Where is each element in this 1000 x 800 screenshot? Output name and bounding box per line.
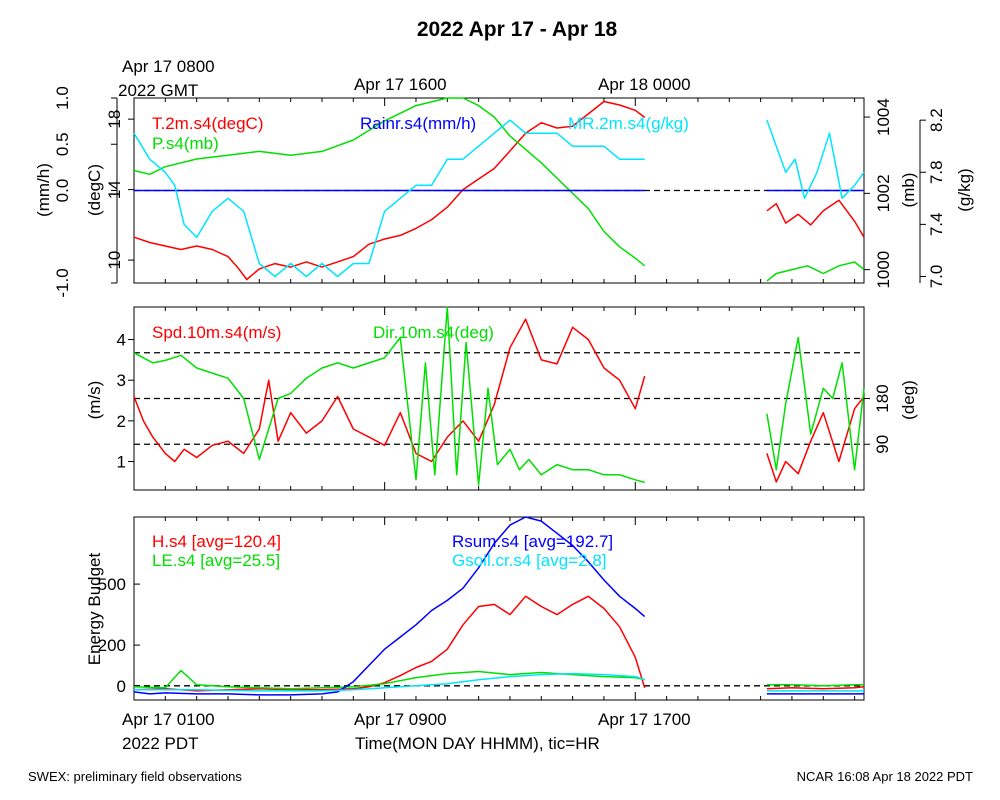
series-line-gsoil-cr-s4 [134, 672, 864, 692]
tick-label-mb-2: 1004 [874, 98, 893, 136]
legend-pressure: P.s4(mb) [152, 134, 219, 153]
tick-label-g-kg-3: 8.2 [927, 108, 946, 132]
series-line-t-2m-s4-degc [133, 100, 865, 281]
footer-right: NCAR 16:08 Apr 18 2022 PDT [797, 769, 973, 784]
tick-label-deg-0: 90 [873, 435, 892, 454]
tick-label-m-s-3: 4 [117, 331, 126, 350]
tick-label-energy-2: 500 [98, 575, 126, 594]
tick-label-m-s-2: 3 [117, 371, 126, 390]
tick-label-m-s-0: 1 [117, 453, 126, 472]
x-axis-title: Time(MON DAY HHMM), tic=HR [355, 734, 600, 753]
series-line-p-s4-mb [133, 97, 865, 282]
axis-title-degc: (degC) [85, 164, 104, 216]
top-axis-label-0800: Apr 17 0800 [122, 57, 215, 76]
axis-title-gkg: (g/kg) [955, 168, 974, 211]
bottom-axis-label-0900: Apr 17 0900 [354, 710, 447, 729]
bottom-axis-label-0100: Apr 17 0100 [122, 710, 215, 729]
bottom-panel-frame [133, 516, 865, 701]
top-axis-label-1600: Apr 17 1600 [354, 75, 447, 94]
series-line-rsum-s4 [133, 516, 864, 696]
tick-label-mm-h-0: -1.0 [53, 268, 72, 297]
axis-title-mb: (mb) [899, 173, 918, 208]
footer-left: SWEX: preliminary field observations [28, 769, 242, 784]
tick-label-mm-h-3: 1.0 [53, 86, 72, 110]
legend-mixing-ratio: MR.2m.s4(g/kg) [568, 114, 689, 133]
bottom-axis-label-1700: Apr 17 1700 [598, 710, 691, 729]
tick-label-mm-h-2: 0.5 [53, 132, 72, 156]
bottom-axis-sublabel: 2022 PDT [122, 734, 199, 753]
legend-soil-heat: Gsoil.cr.s4 [avg=2.8] [452, 551, 607, 570]
axis-title-ms: (m/s) [85, 381, 104, 420]
series-line-h-s4 [133, 595, 865, 692]
top-axis-label-0000: Apr 18 0000 [598, 75, 691, 94]
tick-label-degc-1: 14 [105, 180, 124, 199]
tick-label-deg-1: 180 [873, 384, 892, 412]
top-axis-sublabel: 2022 GMT [118, 81, 198, 100]
tick-label-degc-2: 18 [105, 110, 124, 129]
series-line-mr-2m-s4-g-kg [133, 119, 865, 278]
axis-title-mmh: (mm/h) [34, 163, 53, 217]
legend-latent-heat: LE.s4 [avg=25.5] [152, 551, 280, 570]
tick-label-mb-1: 1002 [874, 174, 893, 212]
legend-t2m: T.2m.s4(degC) [152, 114, 263, 133]
tick-label-energy-0: 0 [117, 677, 126, 696]
legend-wind-dir: Dir.10m.s4(deg) [373, 323, 494, 342]
tick-label-m-s-1: 2 [117, 412, 126, 431]
tick-label-mm-h-1: 0.0 [53, 179, 72, 203]
chart-title: 2022 Apr 17 - Apr 18 [417, 18, 618, 41]
axis-title-deg: (deg) [899, 380, 918, 420]
legend-sensible-heat: H.s4 [avg=120.4] [152, 532, 281, 551]
axis-title-energy: Energy Budget [85, 552, 104, 665]
plot-layer: -1.00.00.51.01014181000100210047.07.47.8… [53, 86, 946, 700]
tick-label-g-kg-1: 7.4 [927, 213, 946, 237]
legend-wind-speed: Spd.10m.s4(m/s) [152, 323, 281, 342]
tick-label-mb-0: 1000 [874, 251, 893, 289]
legend-net-radiation: Rsum.s4 [avg=192.7] [452, 532, 613, 551]
tick-label-g-kg-0: 7.0 [927, 265, 946, 289]
series-line-dir-10m-s4-deg [133, 306, 865, 486]
tick-label-degc-0: 10 [105, 251, 124, 270]
tick-label-g-kg-2: 7.8 [927, 160, 946, 184]
legend-rain: Rainr.s4(mm/h) [360, 114, 476, 133]
tick-label-energy-1: 200 [98, 636, 126, 655]
series-line-le-s4 [133, 669, 864, 690]
